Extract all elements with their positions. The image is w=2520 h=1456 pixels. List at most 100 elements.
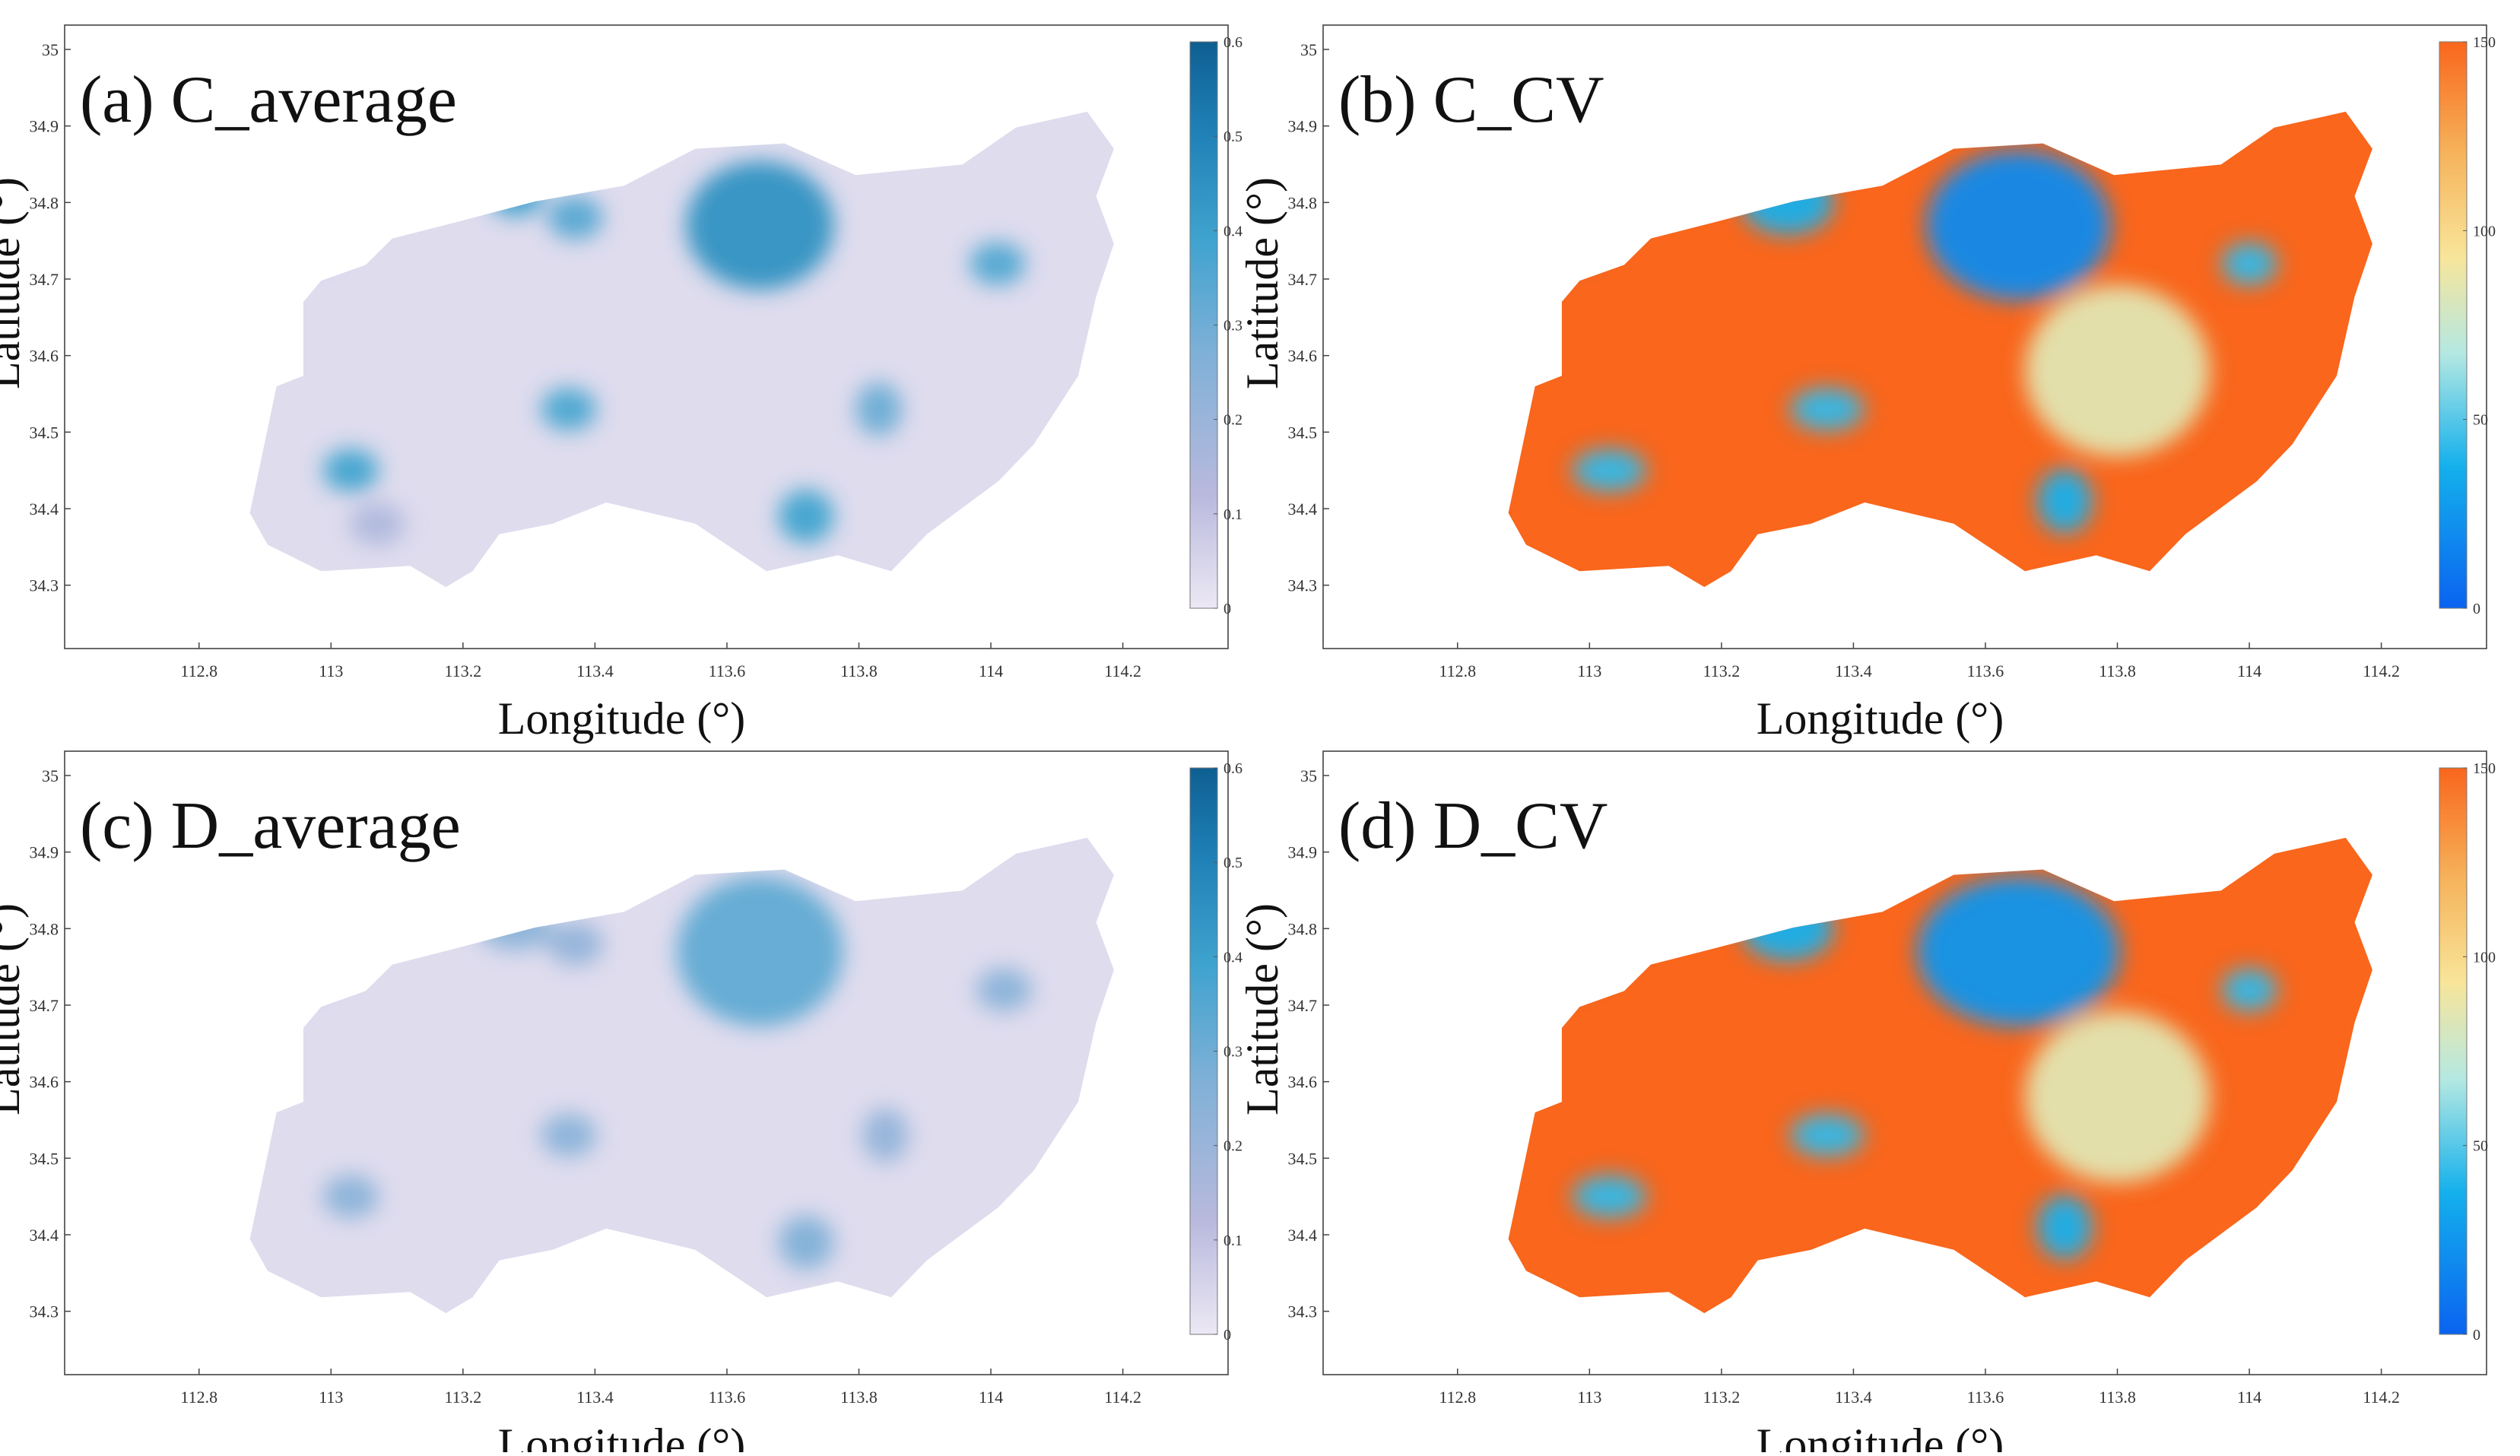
colorbar-tick-label: 150 [2473,760,2496,777]
y-tick-label: 34.7 [30,270,59,289]
x-ticks-a: 112.8 113 113.2 113.4 113.6 113.8 114 114.2 [180,642,1141,680]
colorbar-tick-label: 0.5 [1224,855,1243,871]
hotspot-b-7 [2025,285,2210,457]
x-tick-label: 113.8 [2099,1388,2136,1407]
x-tick-label: 114.2 [2363,661,2400,680]
hotspot-a-1 [487,173,544,217]
y-tick-label: 34.3 [30,1302,59,1321]
hotspot-d-3 [2221,968,2277,1012]
x-tick-label: 113.8 [840,1388,878,1407]
hotspot-c-2 [547,922,603,966]
colorbar-b: 0 50 100 150 [2439,34,2496,617]
y-tick-label: 34.9 [30,117,59,136]
hotspot-a-6 [322,449,379,492]
hotspot-a-5 [541,387,597,431]
colorbar-tick-label: 50 [2473,1138,2488,1155]
axes-frame-b [1322,24,2487,649]
colorbar-tick-label: 100 [2473,949,2496,966]
hotspot-a-7 [778,489,834,544]
map-region-b [1508,111,2372,588]
panel-a: 112.8 113 113.2 113.4 113.6 113.8 114 114.2 34.3… [0,24,1243,744]
hotspot-c-7 [778,1215,834,1270]
y-tick-label: 34.9 [1288,117,1318,136]
panel-c: 112.8 113 113.2 113.4 113.6 113.8 114 114.2 34.3… [0,750,1243,1456]
colorbar-tick-label: 0.3 [1224,318,1243,335]
x-axis-label-c: Longitude (°) [498,1420,746,1452]
x-tick-label: 112.8 [180,661,217,680]
panel-d: 112.8 113 113.2 113.4 113.6 113.8 114 114.2 34.3… [1237,750,2496,1456]
y-ticks-a: 34.3 34.4 34.5 34.6 34.7 34.8 34.9 35 [30,40,71,595]
x-tick-label: 113.2 [1703,661,1741,680]
y-tick-label: 34.3 [1288,576,1318,595]
x-tick-label: 114.2 [1104,661,1141,680]
colorbar-tick-label: 0 [1224,601,1231,617]
colorbar-gradient-a [1189,41,1218,609]
hotspot-a-8 [855,382,902,436]
x-tick-label: 113 [1577,661,1601,680]
hotspot-c-8 [862,1108,909,1163]
colorbar-tick-label: 0.4 [1224,949,1243,966]
y-axis-label-d: Latitude (°) [1237,903,1287,1115]
hotspot-a-4 [970,242,1026,286]
colorbar-tick-label: 0.4 [1224,223,1243,239]
hotspot-c-1 [478,907,553,950]
x-tick-label: 113.8 [840,661,878,680]
axes-frame-a [64,24,1229,649]
y-tick-label: 34.5 [1288,423,1318,442]
panel-b: 112.8 113 113.2 113.4 113.6 113.8 114 114.2 34.3… [1237,24,2496,744]
colorbar-gradient-b [2439,41,2468,609]
y-tick-label: 34.5 [1288,1149,1318,1168]
y-ticks-c: 34.3 34.4 34.5 34.6 34.7 34.8 34.9 35 [30,766,71,1321]
y-tick-label: 34.5 [30,423,59,442]
x-axis-label-d: Longitude (°) [1757,1420,2004,1452]
hotspot-d-0 [1916,876,2120,1027]
x-tick-label: 112.8 [1439,661,1476,680]
y-tick-label: 34.4 [30,500,59,519]
colorbar-gradient-d [2439,767,2468,1335]
heat-layer-c [249,837,1114,1314]
background-field-c [249,837,1114,1314]
hotspot-c-6 [322,1175,379,1218]
x-tick-label: 113.6 [1967,1388,2004,1407]
colorbar-tick-label: 0.1 [1224,506,1243,523]
x-tick-label: 114 [2237,661,2261,680]
x-tick-label: 114.2 [1104,1388,1141,1407]
hotspot-b-0 [1925,150,2111,301]
map-region-d [1508,837,2372,1314]
x-tick-label: 113.6 [709,1388,746,1407]
hotspot-c-3 [283,945,339,988]
hotspot-a-3 [283,219,339,262]
panel-title-a: (a) C_average [80,63,457,137]
hotspot-b-6 [2036,468,2093,534]
hotspot-a-2 [547,196,603,239]
colorbar-tick-label: 0.3 [1224,1044,1243,1061]
y-tick-label: 34.8 [1288,193,1318,212]
hotspot-d-5 [1572,1175,1646,1218]
background-field-d [1508,837,2372,1314]
y-tick-label: 34.3 [1288,1302,1318,1321]
y-tick-label: 34.8 [1288,919,1318,938]
y-ticks-b: 34.3 34.4 34.5 34.6 34.7 34.8 34.9 35 [1288,40,1329,595]
axes-frame-d [1322,750,2487,1375]
hotspot-d-6 [2036,1194,2093,1260]
y-tick-label: 35 [1300,766,1317,785]
x-axis-label-b: Longitude (°) [1757,693,2004,744]
x-ticks-d: 112.8 113 113.2 113.4 113.6 113.8 114 114.2 [1439,1369,2400,1407]
y-tick-label: 35 [42,766,59,785]
y-tick-label: 34.3 [30,576,59,595]
x-tick-label: 113.6 [1967,661,2004,680]
x-tick-label: 114.2 [2363,1388,2400,1407]
colorbar-tick-label: 0 [2473,1327,2480,1343]
hotspot-d-1 [1741,896,1834,961]
y-tick-label: 34.4 [1288,1226,1318,1245]
colorbar-a: 0 0.1 0.2 0.3 0.4 0.5 0.6 [1189,34,1243,617]
colorbar-d: 0 50 100 150 [2439,760,2496,1343]
colorbar-tick-label: 0.5 [1224,128,1243,145]
x-tick-label: 113 [319,661,343,680]
hotspot-d-7 [2025,1011,2210,1183]
y-tick-label: 34.9 [30,843,59,862]
panel-title-b: (b) C_CV [1338,63,1604,137]
axes-frame-c [64,750,1229,1375]
heat-layer-d [1508,837,2372,1314]
y-axis-label-b: Latitude (°) [1237,177,1287,389]
